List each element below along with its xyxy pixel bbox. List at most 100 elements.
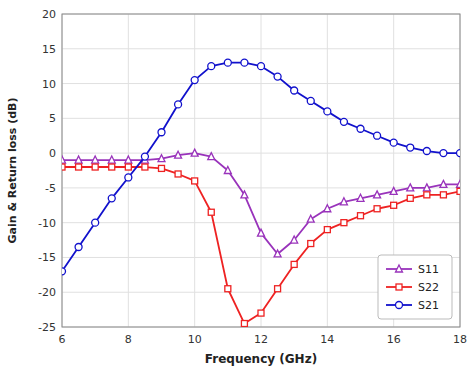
x-axis-label: Frequency (GHz): [205, 352, 317, 366]
chart: -25-20-15-10-505101520681012141618Freque…: [0, 0, 474, 373]
series-marker: [125, 164, 131, 170]
x-tick-label: 8: [125, 333, 132, 346]
series-marker: [208, 209, 214, 215]
series-marker: [75, 244, 82, 251]
series-marker: [457, 180, 461, 187]
series-marker: [142, 164, 148, 170]
y-tick-label: -15: [38, 251, 56, 264]
series-marker: [340, 198, 347, 205]
series-marker: [424, 192, 430, 198]
x-tick-label: 10: [188, 333, 202, 346]
series-marker: [258, 310, 264, 316]
x-tick-label: 6: [59, 333, 66, 346]
series-line: [62, 63, 460, 272]
series-marker: [275, 286, 281, 292]
series-marker: [457, 188, 460, 194]
series-marker: [407, 184, 414, 191]
series-marker: [62, 164, 65, 170]
series-marker: [291, 236, 298, 243]
series-marker: [175, 101, 182, 108]
series-marker: [241, 59, 248, 66]
series-marker: [62, 268, 66, 275]
series-marker: [390, 139, 397, 146]
y-tick-label: 5: [49, 112, 56, 125]
series-marker: [241, 321, 247, 327]
series-marker: [274, 250, 281, 257]
series-marker: [92, 164, 98, 170]
legend-label: S22: [418, 281, 439, 294]
series-marker: [208, 63, 215, 70]
series-marker: [357, 194, 364, 201]
series-marker: [291, 87, 298, 94]
series-marker: [175, 151, 182, 158]
series-marker: [274, 73, 281, 80]
series-marker: [324, 108, 331, 115]
series-marker: [307, 97, 314, 104]
grid: [62, 14, 460, 327]
series-marker: [357, 125, 364, 132]
series-marker: [159, 165, 165, 171]
series-marker: [192, 178, 198, 184]
series-marker: [158, 155, 165, 162]
y-tick-label: -10: [38, 217, 56, 230]
series-marker: [340, 118, 347, 125]
series-marker: [76, 164, 82, 170]
legend-marker: [396, 302, 403, 309]
series-marker: [208, 153, 215, 160]
x-tick-label: 14: [320, 333, 334, 346]
y-tick-label: 0: [49, 147, 56, 160]
series-marker: [175, 171, 181, 177]
series-marker: [407, 144, 414, 151]
series-marker: [108, 195, 115, 202]
series-marker: [224, 167, 231, 174]
x-grid-line: [261, 14, 262, 327]
plot-frame: [62, 14, 460, 327]
series-marker: [374, 132, 381, 139]
data-area: [62, 59, 460, 326]
x-tick-label: 12: [254, 333, 268, 346]
legend-marker: [396, 284, 402, 290]
x-grid-line: [327, 14, 328, 327]
series-marker: [358, 213, 364, 219]
series-marker: [109, 164, 115, 170]
series-line: [62, 167, 460, 324]
series-marker: [258, 229, 265, 236]
series-marker: [92, 219, 99, 226]
series-line: [62, 153, 460, 254]
legend-box: [378, 255, 452, 319]
series-marker: [440, 150, 447, 157]
series-marker: [291, 261, 297, 267]
series-marker: [125, 156, 132, 163]
series-marker: [62, 156, 66, 163]
legend-marker: [396, 265, 403, 272]
series-marker: [407, 195, 413, 201]
x-tick-label: 18: [453, 333, 467, 346]
series-marker: [374, 206, 380, 212]
series-marker: [457, 150, 461, 157]
series-marker: [308, 241, 314, 247]
series-marker: [307, 215, 314, 222]
y-tick-label: 15: [42, 43, 56, 56]
y-axis-label: Gain & Return loss (dB): [6, 98, 19, 244]
series-marker: [75, 156, 82, 163]
legend-label: S21: [418, 299, 439, 312]
series-marker: [324, 227, 330, 233]
series-marker: [391, 202, 397, 208]
legend: S11 S22 S21: [378, 255, 452, 319]
series-marker: [125, 174, 132, 181]
series-marker: [141, 153, 148, 160]
series-marker: [324, 205, 331, 212]
x-grid-line: [194, 14, 195, 327]
series-marker: [191, 149, 198, 156]
series-marker: [390, 187, 397, 194]
legend-label: S11: [418, 263, 439, 276]
series-marker: [92, 156, 99, 163]
y-tick-label: -25: [38, 321, 56, 334]
series-marker: [191, 77, 198, 84]
series-marker: [440, 192, 446, 198]
series-marker: [225, 286, 231, 292]
series-marker: [258, 63, 265, 70]
series-marker: [374, 191, 381, 198]
series-marker: [108, 156, 115, 163]
series-marker: [423, 184, 430, 191]
